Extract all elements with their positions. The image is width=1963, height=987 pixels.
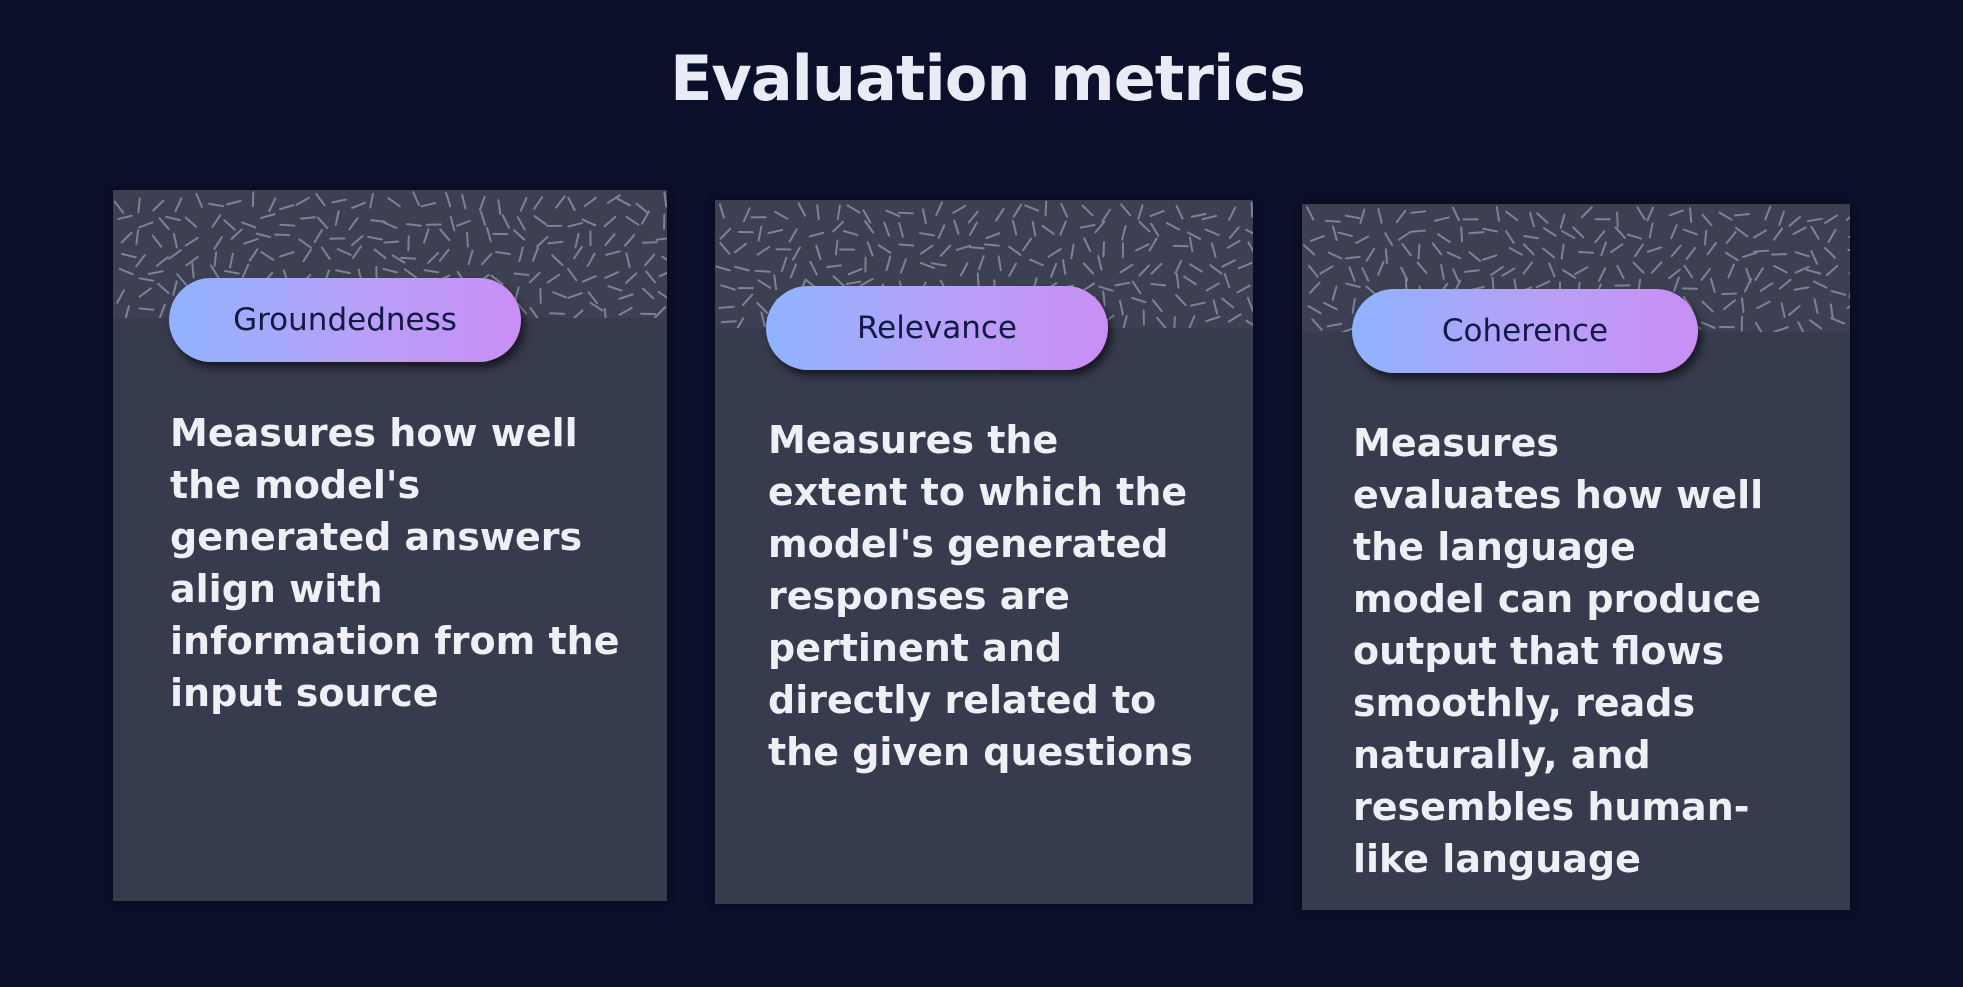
page-title: Evaluation metrics — [670, 42, 1306, 115]
metric-card-coherence: Coherence Measures evaluates how well th… — [1302, 204, 1850, 910]
groundedness-label: Groundedness — [169, 278, 521, 362]
groundedness-description: Measures how well the model's generated … — [170, 411, 620, 715]
metric-card-groundedness: Groundedness Measures how well the model… — [113, 190, 667, 901]
coherence-description: Measures evaluates how well the language… — [1353, 421, 1764, 881]
metric-card-relevance: Relevance Measures the extent to which t… — [715, 200, 1253, 904]
relevance-label: Relevance — [766, 286, 1108, 370]
coherence-label: Coherence — [1352, 289, 1698, 373]
relevance-description: Measures the extent to which the model's… — [768, 418, 1193, 774]
